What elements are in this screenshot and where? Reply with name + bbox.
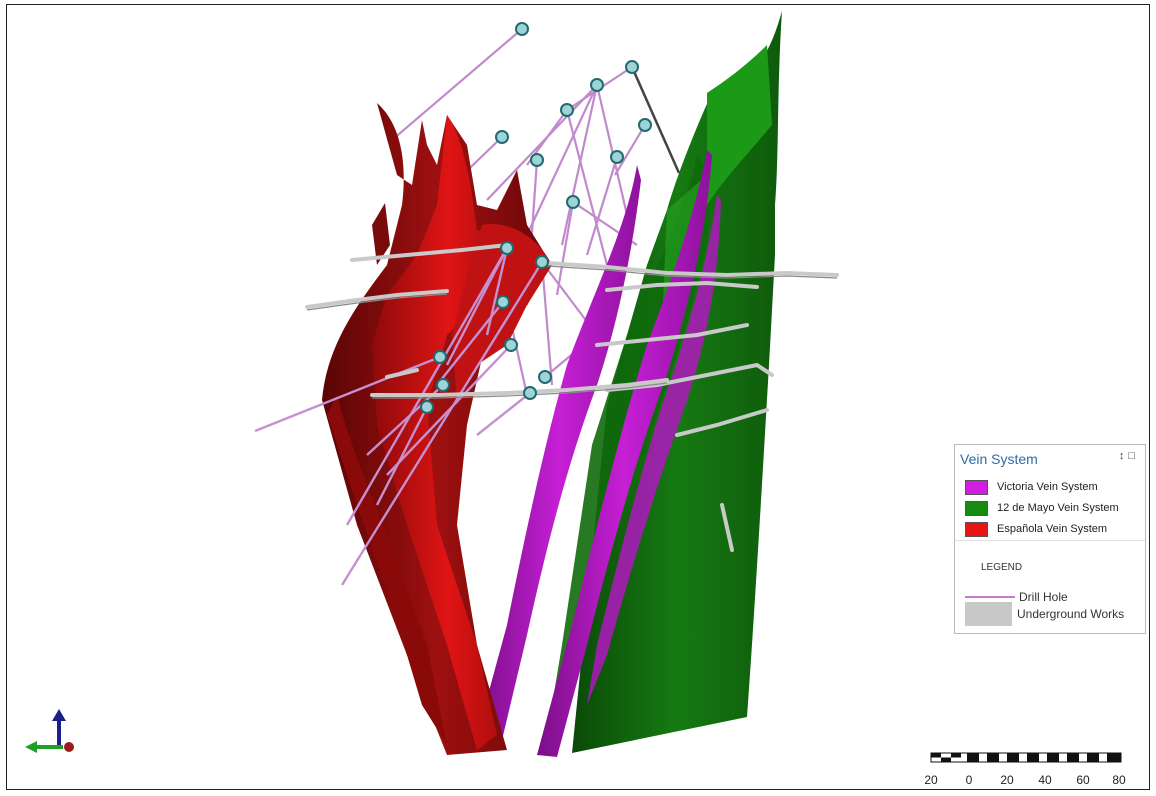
legend-divider xyxy=(955,540,1145,541)
legend-subheading: LEGEND xyxy=(981,562,1023,573)
scale-label: 80 xyxy=(1112,773,1126,787)
underground-works-label: Underground Works xyxy=(1017,607,1125,621)
underground-works xyxy=(305,243,839,552)
legend-panel[interactable]: Vein System ↕□ Victoria Vein System 12 d… xyxy=(954,444,1146,634)
vein-surface-espanola[interactable] xyxy=(322,103,552,755)
12-de-mayo-swatch xyxy=(965,500,988,516)
legend-item-victoria: Victoria Vein System xyxy=(965,478,1098,496)
axis-y-origin-icon xyxy=(64,742,74,752)
legend-item-espanola: Española Vein System xyxy=(965,520,1107,538)
legend-item-label: Española Vein System xyxy=(997,523,1108,535)
scale-bar: 20 0 20 40 60 80 xyxy=(921,749,1131,789)
scale-bar-graphic xyxy=(930,752,1122,763)
scene-3d-view[interactable] xyxy=(7,5,1149,789)
legend-item-12-de-mayo: 12 de Mayo Vein System xyxy=(965,499,1119,517)
drill-hole-label: Drill Hole xyxy=(1019,590,1068,604)
legend-item-label: 12 de Mayo Vein System xyxy=(997,502,1119,514)
underground-works-shadow xyxy=(306,265,838,399)
axis-triad[interactable] xyxy=(25,709,74,753)
legend-pin-restore-icons[interactable]: ↕□ xyxy=(1118,450,1139,462)
scale-label: 0 xyxy=(965,773,973,787)
scale-label: 40 xyxy=(1038,773,1052,787)
drill-hole-line-sample xyxy=(965,596,1015,598)
viewport-frame[interactable]: Vein System ↕□ Victoria Vein System 12 d… xyxy=(6,4,1150,790)
legend-underground-works: Underground Works xyxy=(965,602,1124,626)
scale-label: 20 xyxy=(1000,773,1014,787)
vein-surface-victoria[interactable] xyxy=(477,150,721,757)
legend-item-label: Victoria Vein System xyxy=(997,481,1098,493)
underground-works-swatch xyxy=(965,602,1012,626)
legend-title: Vein System xyxy=(960,451,1038,467)
legend-drill-hole: Drill Hole xyxy=(965,590,1068,604)
drill-holes-front xyxy=(254,247,544,586)
victoria-swatch xyxy=(965,479,988,495)
scale-label: 20 xyxy=(924,773,938,787)
espanola-swatch xyxy=(965,521,988,537)
dark-drill-hole xyxy=(630,66,681,174)
drill-collars[interactable] xyxy=(420,22,652,414)
scale-label: 60 xyxy=(1076,773,1090,787)
